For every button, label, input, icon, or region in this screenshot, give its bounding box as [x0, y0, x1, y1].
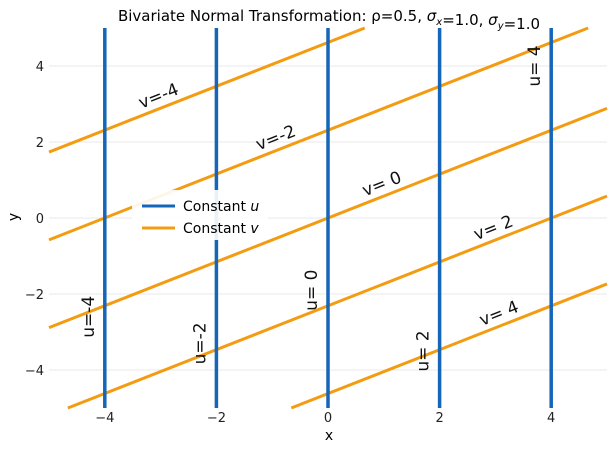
tick-labels: −4 −2 0 2 4 −4 −2 0 2 4	[25, 60, 556, 426]
constant-v-line-1	[48, 26, 589, 242]
legend-label-v: Constant v	[183, 221, 259, 237]
chart-title: Bivariate Normal Transformation: ρ=0.5, …	[118, 7, 540, 33]
x-tick-label-4: 4	[547, 411, 555, 426]
u-line-label-2: u= 0	[302, 270, 322, 311]
legend-box	[132, 190, 268, 240]
x-tick-label--2: −2	[207, 411, 226, 426]
legend-label-u: Constant u	[183, 199, 259, 215]
y-tick-label--4: −4	[25, 364, 44, 379]
x-tick-label-2: 2	[435, 411, 443, 426]
constant-v-line-3	[67, 194, 608, 410]
x-tick-label--4: −4	[95, 411, 114, 426]
y-tick-label-2: 2	[36, 136, 44, 151]
x-tick-label-0: 0	[324, 411, 332, 426]
legend: Constant u Constant v	[132, 190, 268, 240]
y-axis-label: y	[6, 213, 22, 221]
y-tick-label-0: 0	[36, 212, 44, 227]
constant-u-lines	[103, 28, 553, 408]
u-line-label-1: u=-2	[190, 322, 210, 364]
x-axis-label: x	[325, 428, 333, 444]
constant-v-line-4	[290, 282, 608, 410]
u-line-label-0: u=-4	[79, 296, 99, 338]
u-line-label-4: u= 4	[525, 45, 545, 86]
constant-v-line-0	[48, 26, 366, 154]
y-tick-label--2: −2	[25, 288, 44, 303]
y-tick-label-4: 4	[36, 60, 44, 75]
u-line-label-3: u= 2	[414, 330, 434, 371]
